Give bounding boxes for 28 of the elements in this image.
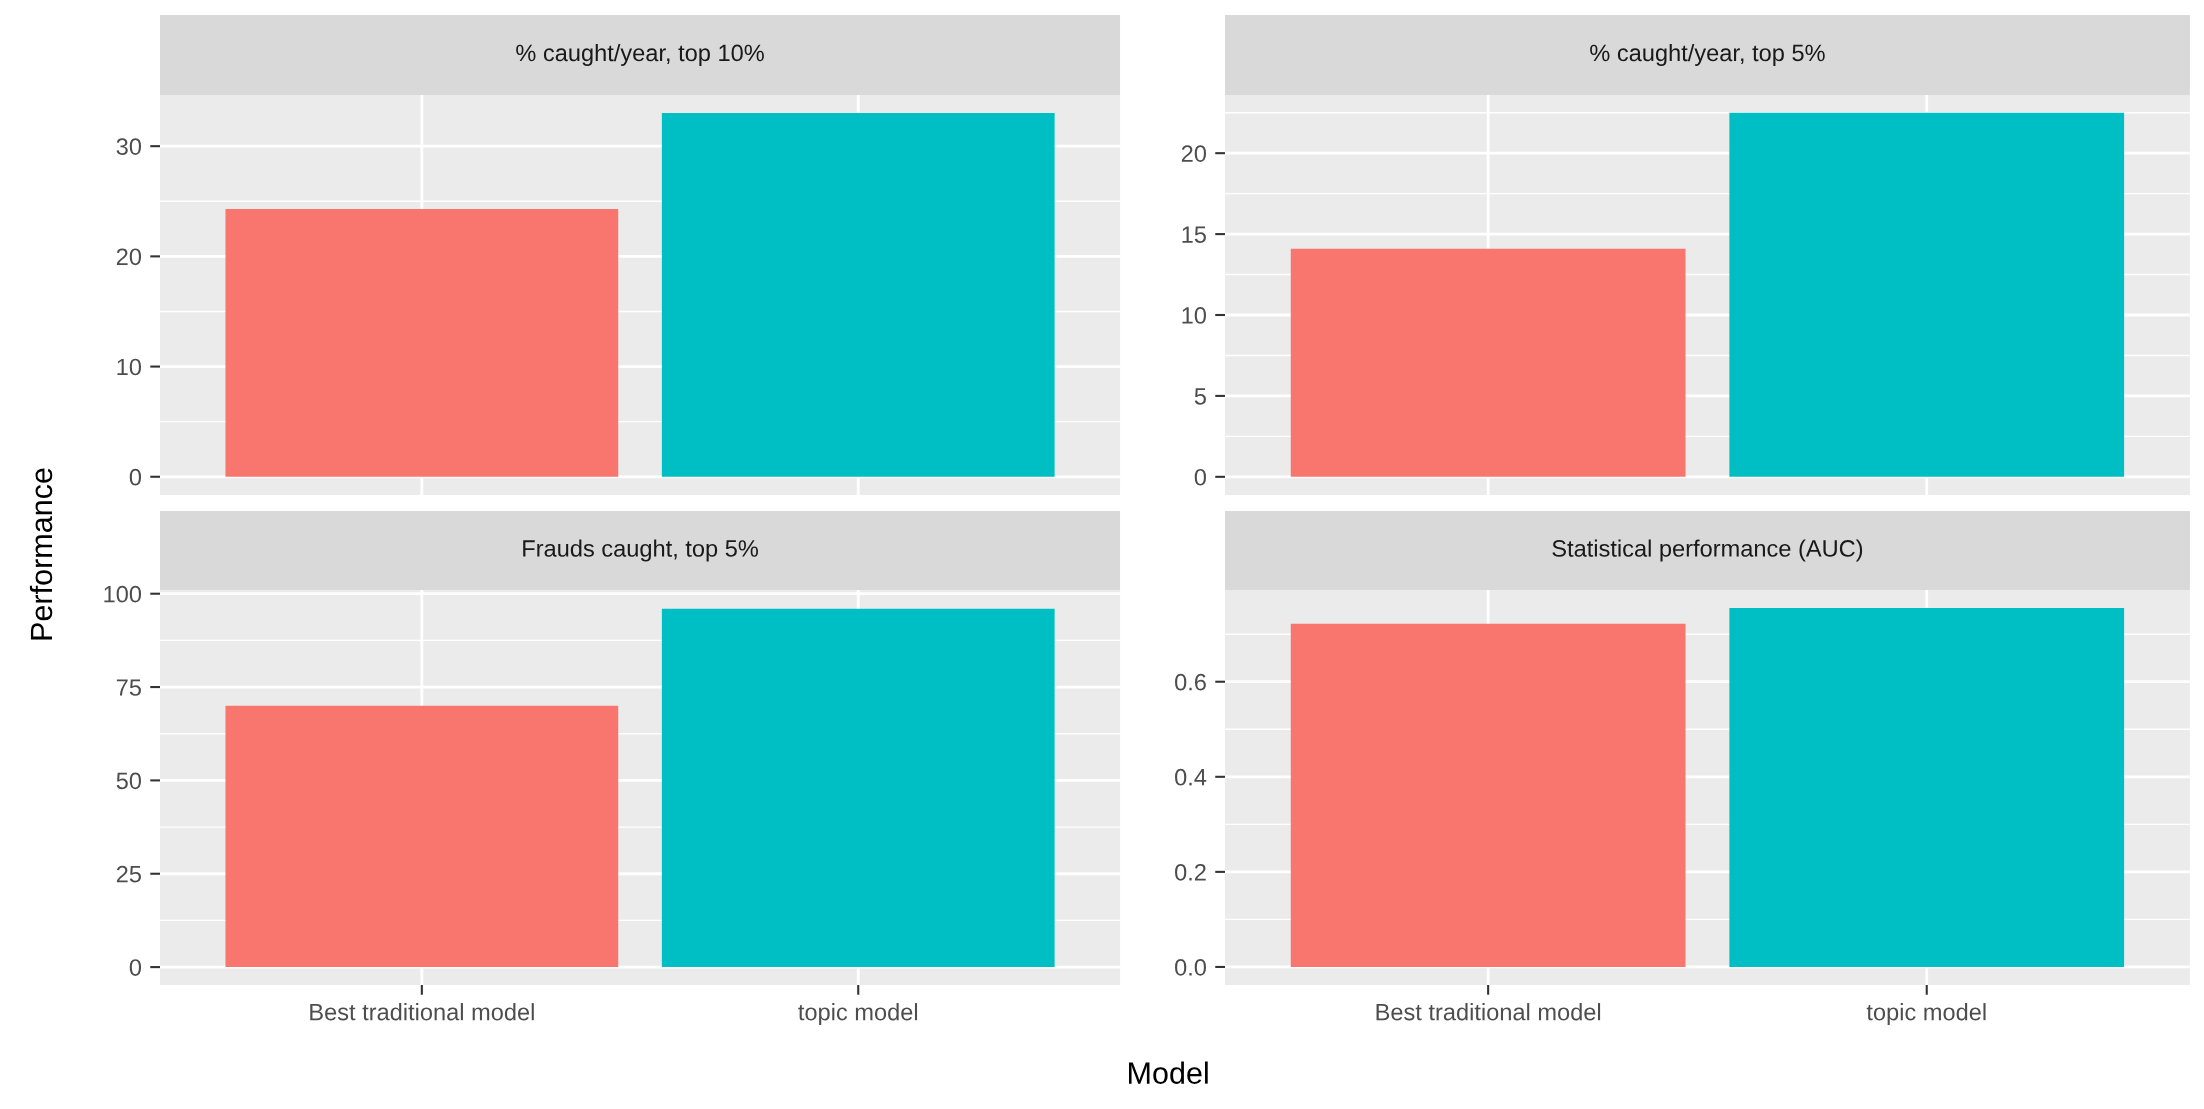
y-tick-label: 30 <box>116 138 142 155</box>
chart-title: Frauds caught, top 5% <box>523 539 758 562</box>
y-tick-label: 0.2 <box>1175 863 1206 881</box>
y-tick-label: 10 <box>1182 307 1207 324</box>
y-tick-label: 0.6 <box>1175 673 1206 691</box>
x-axis-title: Model <box>1129 1061 1208 1084</box>
y-tick-label: 0 <box>129 959 142 976</box>
x-tick-label: topic model <box>1866 1003 1986 1026</box>
y-tick-label: 75 <box>116 679 141 696</box>
x-tick-label: Best traditional model <box>1376 1003 1601 1021</box>
y-tick-label: 0.4 <box>1175 768 1207 786</box>
y-tick-label: 0 <box>129 468 142 486</box>
y-tick-label: 5 <box>1194 388 1206 405</box>
y-tick-label: 100 <box>104 585 142 603</box>
y-tick-label: 10 <box>117 358 142 376</box>
chart-title: % caught/year, top 10% <box>516 43 764 66</box>
x-tick-label: topic model <box>798 1003 918 1026</box>
y-tick-label: 20 <box>1181 145 1207 162</box>
x-tick-label: Best traditional model <box>310 1003 534 1021</box>
chart-title: Statistical performance (AUC) <box>1552 539 1863 562</box>
y-tick-label: 0 <box>1194 468 1207 486</box>
chart-title: % caught/year, top 5% <box>1590 43 1825 66</box>
y-tick-label: 0.0 <box>1175 959 1207 976</box>
y-axis-title: Performance <box>29 468 53 640</box>
y-tick-label: 20 <box>116 248 142 266</box>
y-tick-label: 25 <box>116 865 141 883</box>
y-tick-label: 15 <box>1182 226 1206 243</box>
y-tick-label: 50 <box>116 772 142 790</box>
